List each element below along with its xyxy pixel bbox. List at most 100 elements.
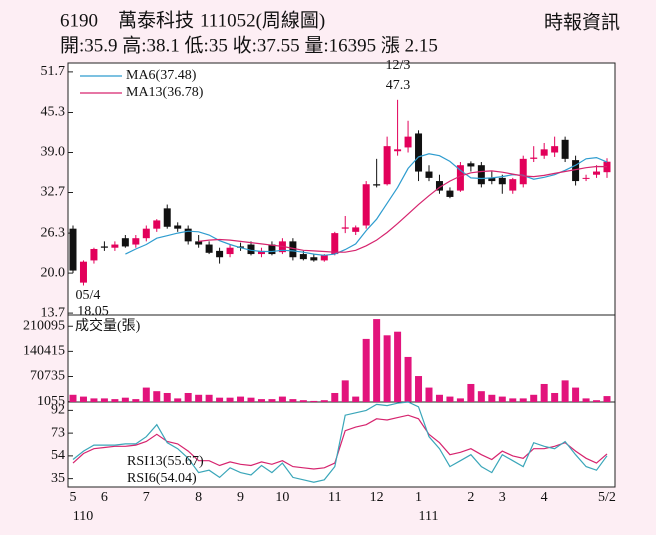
volume-bar bbox=[352, 396, 360, 402]
volume-bar bbox=[373, 319, 381, 402]
candle-body bbox=[320, 255, 328, 261]
candle-body bbox=[593, 171, 601, 175]
period: 111052(周線圖) bbox=[200, 9, 325, 31]
annotation: 47.3 bbox=[386, 78, 411, 93]
rsi-line bbox=[72, 414, 608, 470]
volume-bar bbox=[519, 398, 527, 402]
volume-bar bbox=[394, 331, 402, 402]
candle-body bbox=[394, 149, 402, 152]
candle-body bbox=[572, 160, 580, 182]
volume-bar bbox=[257, 399, 265, 402]
x-tick-label: 6 bbox=[101, 490, 108, 505]
candle-body bbox=[121, 238, 129, 247]
volume-bar bbox=[289, 399, 297, 402]
candle-body bbox=[456, 165, 464, 191]
volume-bar bbox=[561, 380, 569, 402]
volume-bar bbox=[299, 400, 307, 402]
ma-line bbox=[198, 165, 608, 253]
volume-bar bbox=[477, 391, 485, 402]
volume-bar bbox=[467, 383, 475, 402]
y-tick-label: 1055 bbox=[37, 394, 65, 409]
volume-bar bbox=[572, 387, 580, 402]
stock-code: 6190 bbox=[60, 10, 98, 31]
y-tick-label: 26.3 bbox=[41, 225, 66, 240]
stats: 開:35.9 高:38.1 低:35 收:37.55 量:16395 漲 2.1… bbox=[60, 34, 438, 56]
candle-body bbox=[509, 179, 517, 191]
candle-body bbox=[341, 227, 349, 229]
volume-bar bbox=[69, 394, 77, 402]
y-tick-label: 210095 bbox=[23, 318, 65, 333]
candle-body bbox=[100, 246, 108, 248]
annotation: 05/4 bbox=[76, 288, 101, 303]
stock-name: 萬泰科技 bbox=[118, 9, 194, 31]
x-tick-label: 12 bbox=[370, 490, 384, 505]
legend-label: MA6(37.48) bbox=[126, 68, 197, 83]
candle-body bbox=[383, 146, 391, 185]
volume-bar bbox=[540, 383, 548, 402]
volume-bar bbox=[142, 387, 150, 402]
candle-body bbox=[90, 248, 98, 261]
candle-body bbox=[352, 227, 360, 232]
x-tick-label: 1 bbox=[415, 490, 422, 505]
volume-bar bbox=[184, 392, 192, 402]
candle-body bbox=[184, 228, 192, 242]
x-year-label: 111 bbox=[419, 509, 439, 524]
volume-bar bbox=[216, 397, 224, 402]
candle-body bbox=[195, 241, 203, 245]
legend-label: RSI6(54.04) bbox=[127, 471, 197, 486]
x-tick-label: 5/2 bbox=[598, 490, 616, 505]
x-tick-label: 4 bbox=[541, 490, 548, 505]
candle-body bbox=[477, 165, 485, 185]
y-tick-label: 32.7 bbox=[41, 185, 66, 200]
volume-bar bbox=[404, 356, 412, 402]
volume-bar bbox=[498, 396, 506, 402]
candle-body bbox=[299, 254, 307, 260]
candle-body bbox=[404, 136, 412, 148]
volume-bar bbox=[237, 396, 245, 402]
candle-body bbox=[205, 244, 213, 253]
candle-body bbox=[142, 228, 150, 239]
volume-bar bbox=[435, 394, 443, 402]
candle-body bbox=[561, 139, 569, 159]
x-tick-label: 5 bbox=[70, 490, 77, 505]
volume-bar bbox=[278, 396, 286, 402]
x-tick-label: 2 bbox=[467, 490, 474, 505]
candle-body bbox=[603, 161, 611, 173]
candle-body bbox=[237, 246, 245, 248]
volume-bar bbox=[268, 399, 276, 402]
volume-bar bbox=[310, 400, 318, 402]
rsi-line bbox=[72, 401, 608, 483]
x-tick-label: 9 bbox=[237, 490, 244, 505]
volume-bar bbox=[100, 398, 108, 402]
y-tick-label: 45.3 bbox=[41, 105, 66, 120]
volume-bar bbox=[132, 399, 140, 402]
candle-body bbox=[163, 208, 171, 227]
candle-body bbox=[435, 181, 443, 191]
volume-bar bbox=[456, 398, 464, 402]
x-year-label: 110 bbox=[73, 509, 93, 524]
volume-bar bbox=[341, 380, 349, 402]
candle-body bbox=[268, 244, 276, 255]
volume-bar bbox=[320, 400, 328, 402]
candle-body bbox=[79, 261, 87, 283]
candle-body bbox=[582, 177, 590, 179]
legend-label: RSI13(55.67) bbox=[127, 454, 204, 469]
candle-body bbox=[331, 233, 339, 255]
annotation: 18.05 bbox=[77, 304, 109, 319]
panel-title: 成交量(張) bbox=[75, 317, 141, 334]
y-tick-label: 73 bbox=[51, 425, 65, 440]
candle-body bbox=[174, 225, 182, 229]
volume-bar bbox=[593, 400, 601, 402]
volume-bar bbox=[362, 338, 370, 402]
candle-body bbox=[446, 190, 454, 197]
annotation: 12/3 bbox=[386, 58, 411, 73]
volume-bar bbox=[383, 335, 391, 402]
candle-body bbox=[362, 184, 370, 226]
y-tick-label: 70735 bbox=[30, 369, 65, 384]
candle-body bbox=[69, 228, 77, 271]
volume-bar bbox=[331, 392, 339, 402]
volume-bar bbox=[415, 376, 423, 402]
x-tick-label: 7 bbox=[143, 490, 150, 505]
